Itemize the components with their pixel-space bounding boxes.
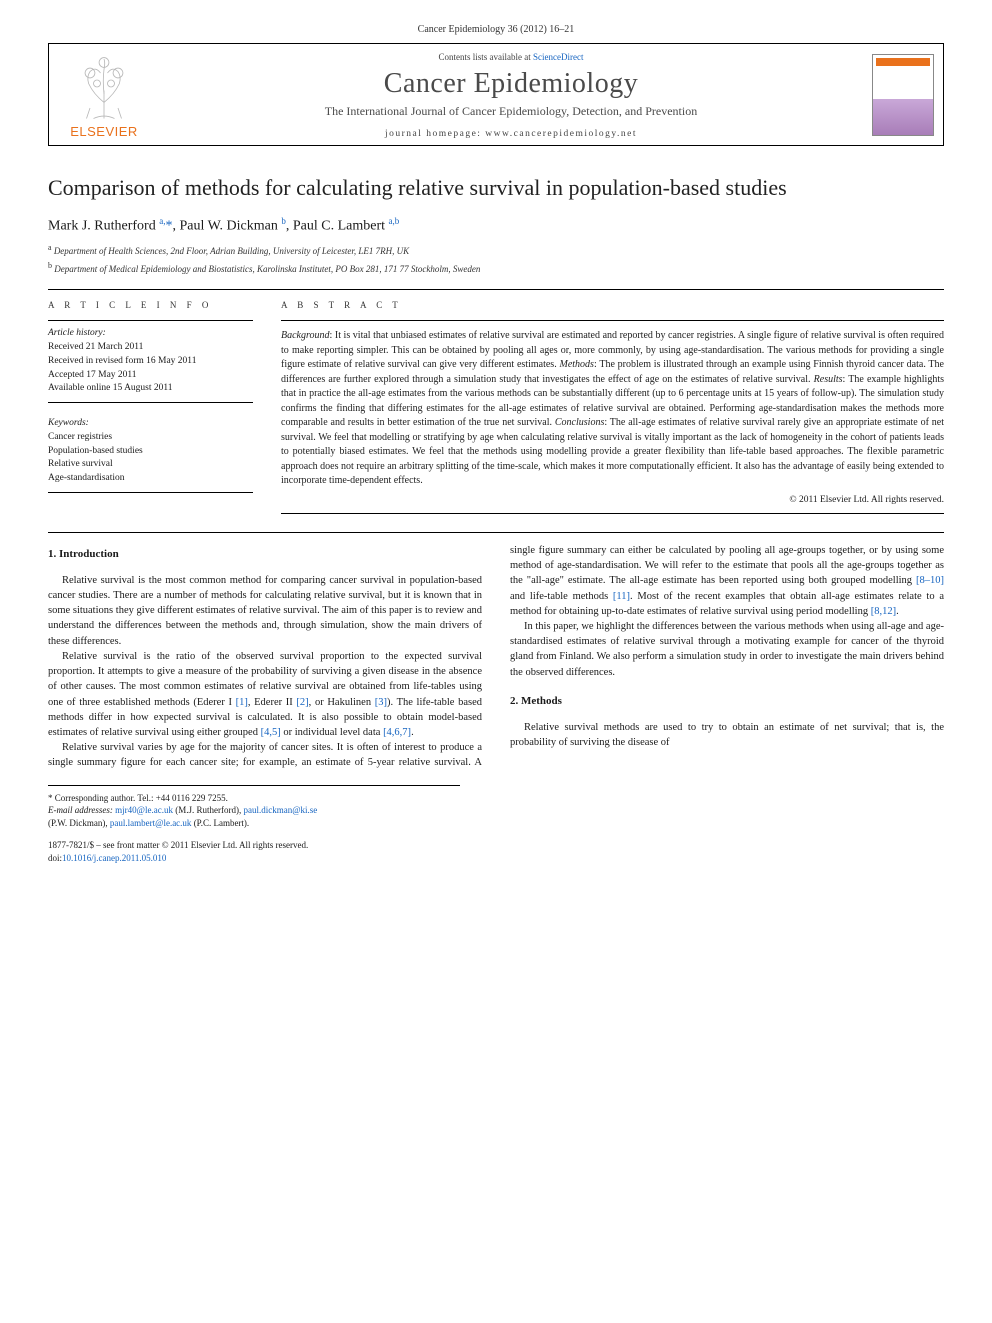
history-line: Available online 15 August 2011 (48, 382, 253, 396)
keyword: Relative survival (48, 458, 253, 472)
abstract-text: Background: It is vital that unbiased es… (281, 329, 944, 489)
publisher-logo-cell: ELSEVIER (49, 44, 159, 145)
email-addresses-line: E-mail addresses: mjr40@le.ac.uk (M.J. R… (48, 804, 460, 829)
publisher-name: ELSEVIER (70, 124, 138, 139)
keywords-label: Keywords: (48, 417, 253, 431)
running-header: Cancer Epidemiology 36 (2012) 16–21 (48, 24, 944, 35)
contents-available-line: Contents lists available at ScienceDirec… (163, 52, 859, 62)
email-link[interactable]: mjr40@le.ac.uk (115, 805, 173, 815)
article-title: Comparison of methods for calculating re… (48, 174, 944, 202)
issn-copyright-line: 1877-7821/$ – see front matter © 2011 El… (48, 839, 944, 864)
article-info-column: A R T I C L E I N F O Article history: R… (48, 300, 253, 514)
divider (48, 532, 944, 533)
body-two-column: 1. Introduction Relative survival is the… (48, 543, 944, 771)
issn-text: 1877-7821/$ – see front matter © 2011 El… (48, 839, 944, 852)
doi-line: doi:10.1016/j.canep.2011.05.010 (48, 852, 944, 865)
affiliation-b: b Department of Medical Epidemiology and… (48, 260, 944, 276)
keyword: Age-standardisation (48, 472, 253, 486)
cover-thumbnail-cell (863, 44, 943, 145)
author-list: Mark J. Rutherford a,*, Paul W. Dickman … (48, 216, 944, 235)
history-line: Received in revised form 16 May 2011 (48, 355, 253, 369)
doi-link[interactable]: 10.1016/j.canep.2011.05.010 (62, 853, 166, 863)
section-1-heading: 1. Introduction (48, 547, 482, 563)
header-center: Contents lists available at ScienceDirec… (159, 44, 863, 145)
email-who: (P.W. Dickman), (48, 818, 108, 828)
email-link[interactable]: paul.lambert@le.ac.uk (110, 818, 192, 828)
email-link[interactable]: paul.dickman@ki.se (243, 805, 317, 815)
body-paragraph: Relative survival methods are used to tr… (510, 720, 944, 750)
email-who: (P.C. Lambert). (194, 818, 250, 828)
history-label: Article history: (48, 327, 253, 341)
section-2-heading: 2. Methods (510, 694, 944, 710)
contents-prefix: Contents lists available at (439, 52, 533, 62)
sciencedirect-link[interactable]: ScienceDirect (533, 52, 583, 62)
keywords-block: Keywords: Cancer registries Population-b… (48, 417, 253, 493)
keyword: Population-based studies (48, 445, 253, 459)
body-paragraph: In this paper, we highlight the differen… (510, 619, 944, 680)
body-paragraph: Relative survival is the most common met… (48, 573, 482, 649)
info-abstract-row: A R T I C L E I N F O Article history: R… (48, 300, 944, 514)
affiliation-a: a Department of Health Sciences, 2nd Flo… (48, 242, 944, 258)
article-info-head: A R T I C L E I N F O (48, 300, 253, 310)
history-line: Accepted 17 May 2011 (48, 369, 253, 383)
journal-cover-thumbnail (872, 54, 934, 136)
doi-label: doi: (48, 853, 62, 863)
article-history-block: Article history: Received 21 March 2011 … (48, 320, 253, 403)
divider (48, 289, 944, 290)
corresponding-author-line: * Corresponding author. Tel.: +44 0116 2… (48, 792, 460, 805)
keyword: Cancer registries (48, 431, 253, 445)
body-paragraph: Relative survival is the ratio of the ob… (48, 649, 482, 740)
abstract-copyright: © 2011 Elsevier Ltd. All rights reserved… (281, 495, 944, 505)
affiliations: a Department of Health Sciences, 2nd Flo… (48, 242, 944, 275)
history-line: Received 21 March 2011 (48, 341, 253, 355)
abstract-column: A B S T R A C T Background: It is vital … (281, 300, 944, 514)
elsevier-tree-icon (69, 52, 139, 122)
journal-name: Cancer Epidemiology (163, 68, 859, 100)
emails-label: E-mail addresses: (48, 805, 113, 815)
abstract-head: A B S T R A C T (281, 300, 944, 310)
email-who: (M.J. Rutherford), (175, 805, 241, 815)
journal-homepage: journal homepage: www.cancerepidemiology… (163, 129, 859, 139)
corresponding-footnote: * Corresponding author. Tel.: +44 0116 2… (48, 785, 460, 830)
journal-subtitle: The International Journal of Cancer Epid… (163, 104, 859, 119)
journal-header-box: ELSEVIER Contents lists available at Sci… (48, 43, 944, 146)
